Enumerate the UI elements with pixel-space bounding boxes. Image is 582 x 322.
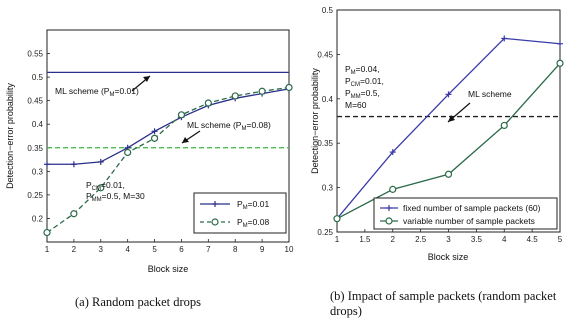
chart-b-series-2-point [334, 216, 340, 222]
chart-b-xtick-label: 4 [502, 235, 507, 244]
caption-b-line-1: (b) Impact of sample packets (random pac… [330, 289, 580, 304]
chart-a-xtick-label: 9 [260, 245, 265, 254]
caption-b: (b) Impact of sample packets (random pac… [330, 289, 580, 319]
chart-a-xtick-label: 1 [45, 245, 50, 254]
chart-b-param-line-3: PMM=0.5, [345, 88, 380, 100]
chart-b-param-line-1: PM=0.04, [345, 64, 380, 76]
chart-a-series-2-point [205, 100, 211, 106]
chart-a-reference-lines [47, 72, 289, 147]
chart-a-xtick-label: 6 [179, 245, 184, 254]
chart-b-xtick-label: 5 [558, 235, 563, 244]
chart-a-xtick-label: 4 [125, 245, 130, 254]
chart-a-series-2-point [44, 230, 50, 236]
chart-b-xtick-label: 2.5 [415, 235, 427, 244]
chart-b-param-line-2: PCM=0.01, [345, 76, 384, 88]
chart-a-series-2-point [152, 135, 158, 141]
chart-b: 1 1.5 2 2.5 3 3.5 4 4.5 5 0.25 0.3 0.35 0.4 0.45 0.5 B… [310, 6, 563, 262]
chart-a-xtick-label: 2 [72, 245, 77, 254]
chart-a-annotation-ml-008: ML scheme (PM=0.08) [187, 120, 271, 132]
chart-b-legend-entry-2: variable number of sample packets [403, 216, 535, 226]
chart-b-series-2-point [557, 60, 563, 66]
chart-a-series-1-point [44, 161, 50, 167]
chart-b-series-1-point [557, 41, 563, 47]
caption-b-line-2: drops) [330, 304, 580, 319]
chart-a-series-2-point [232, 93, 238, 99]
caption-a: (a) Random packet drops [75, 295, 201, 310]
chart-b-ytick-label: 0.5 [322, 6, 334, 15]
chart-b-series-2-point [446, 171, 452, 177]
chart-b-legend-marker-2 [386, 218, 392, 224]
chart-a-series-2-point [178, 112, 184, 118]
chart-b-series-2-point [390, 186, 396, 192]
chart-b-ytick-label: 0.4 [322, 95, 334, 104]
chart-b-legend-entry-1: fixed number of sample packets (60) [403, 203, 541, 213]
chart-b-series-2-point [501, 122, 507, 128]
chart-a-xtick-label: 3 [99, 245, 104, 254]
chart-a-series-1-point [98, 159, 104, 165]
chart-a-ytick-label: 0.3 [32, 167, 44, 176]
chart-a-xtick-label: 10 [285, 245, 294, 254]
chart-a-series-2-point [125, 149, 131, 155]
chart-b-annotation-ml: ML scheme [468, 89, 512, 99]
chart-a-param-line-2: PMM=0.5, M=30 [86, 191, 145, 203]
chart-a-xtick-label: 7 [206, 245, 211, 254]
chart-a-series-2-point [259, 88, 265, 94]
chart-a-ytick-label: 0.35 [27, 144, 43, 153]
chart-a-series-1-point [71, 161, 77, 167]
chart-a-ytick-label: 0.4 [32, 120, 44, 129]
chart-a-series-2-point [286, 84, 292, 90]
chart-b-param-line-4: M=60 [345, 100, 367, 110]
chart-b-legend: fixed number of sample packets (60) vari… [374, 198, 557, 229]
chart-a-series-1-point [152, 128, 158, 134]
chart-b-xtick-label: 2 [391, 235, 396, 244]
chart-b-ylabel: Detection−error probability [310, 68, 320, 174]
chart-b-xtick-label: 3.5 [471, 235, 483, 244]
chart-a-xtick-label: 5 [152, 245, 157, 254]
chart-a-legend: PM=0.01 PM=0.08 [194, 193, 286, 233]
chart-a-series-2-point [71, 211, 77, 217]
chart-b-xlabel: Block size [428, 252, 469, 262]
chart-b-ytick-label: 0.25 [317, 228, 333, 237]
chart-a-ytick-label: 0.5 [32, 73, 44, 82]
chart-b-xtick-label: 4.5 [527, 235, 539, 244]
chart-a-ytick-label: 0.25 [27, 191, 43, 200]
chart-a-xtick-label: 8 [233, 245, 238, 254]
chart-a-ylabel: Detection−error probability [5, 83, 15, 189]
chart-a-annotation-ml-001: ML scheme (PM=0.01) [55, 86, 139, 98]
chart-b-ytick-label: 0.45 [317, 50, 333, 59]
chart-a: 1 2 3 4 5 6 7 8 9 100.20.250.30.350.40.450.50.55 … [5, 30, 294, 274]
chart-a-ytick-label: 0.55 [27, 50, 43, 59]
chart-b-ytick-label: 0.3 [322, 184, 334, 193]
chart-b-xtick-label: 3 [446, 235, 451, 244]
chart-a-annotation-arrowhead-2 [182, 137, 189, 143]
chart-b-xtick-label: 1.5 [359, 235, 371, 244]
chart-a-ytick-label: 0.2 [32, 214, 44, 223]
chart-a-legend-marker-2 [212, 219, 218, 225]
chart-a-ytick-label: 0.45 [27, 97, 43, 106]
chart-a-xlabel: Block size [148, 264, 189, 274]
chart-b-series-2-line [337, 63, 560, 218]
chart-b-xtick-label: 1 [335, 235, 340, 244]
